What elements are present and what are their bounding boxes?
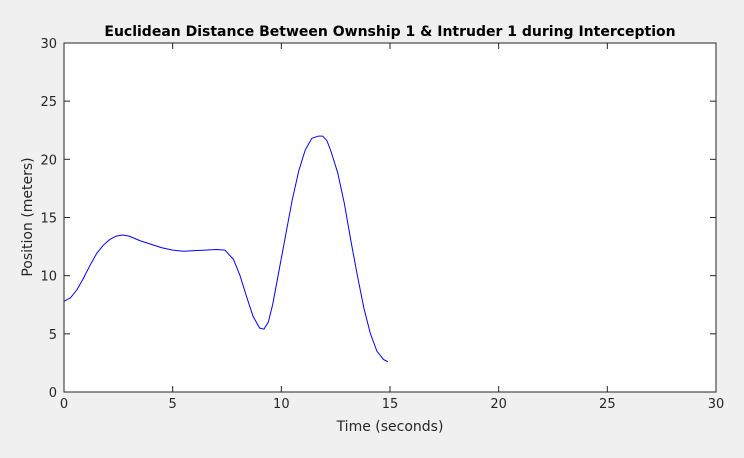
- y-tick-label-5: 25: [40, 95, 57, 110]
- x-tick-label-1: 5: [169, 397, 177, 412]
- x-tick-label-5: 25: [599, 397, 616, 412]
- series-line: [63, 135, 389, 363]
- plot-area: [63, 42, 717, 393]
- chart-title: Euclidean Distance Between Ownship 1 & I…: [104, 24, 675, 40]
- x-axis-label: Time (seconds): [336, 419, 444, 435]
- y-tick-label-0: 0: [49, 386, 57, 401]
- y-tick-label-6: 30: [40, 37, 57, 52]
- y-axis-label: Position (meters): [20, 157, 36, 276]
- axis-ticks: [63, 42, 717, 393]
- x-tick-label-3: 15: [382, 397, 399, 412]
- x-tick-label-4: 20: [490, 397, 507, 412]
- x-tick-label-6: 30: [708, 397, 725, 412]
- y-tick-label-4: 20: [40, 153, 57, 168]
- x-tick-label-2: 10: [273, 397, 290, 412]
- y-tick-label-3: 15: [40, 212, 57, 227]
- x-tick-label-0: 0: [60, 397, 68, 412]
- y-tick-label-1: 5: [49, 328, 57, 343]
- y-tick-label-2: 10: [40, 270, 57, 285]
- tick-labels: 0 5 10 15 20 25 30 0 5 10 15 20 25 30: [40, 37, 724, 412]
